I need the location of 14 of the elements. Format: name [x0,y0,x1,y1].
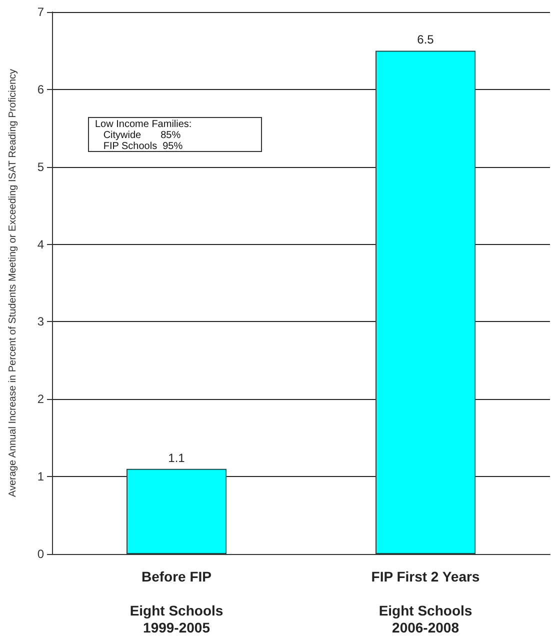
y-tick-label: 6 [37,82,44,96]
y-tick-label: 4 [37,237,44,252]
y-tick-label: 5 [37,160,44,174]
data-label: 6.5 [417,32,434,47]
y-tick-label: 3 [37,314,44,329]
data-label: 1.1 [168,450,186,465]
y-axis-title: Average Annual Increase in Percent of Students Meeting or Exceeding ISAT Reading Proficiency [8,68,18,498]
y-tick-label: 2 [37,392,44,406]
category-label: Before FIP Eight Schools 1999-2005 [130,568,224,636]
annotation: Low Income Families: Citywide 85% FIP Schools 95% [95,119,192,152]
category-label: FIP First 2 Years Eight Schools 2006-2008 [371,568,480,636]
y-tick-label: 1 [37,470,44,484]
y-tick-label: 0 [37,547,44,561]
y-tick-label: 7 [37,5,44,19]
